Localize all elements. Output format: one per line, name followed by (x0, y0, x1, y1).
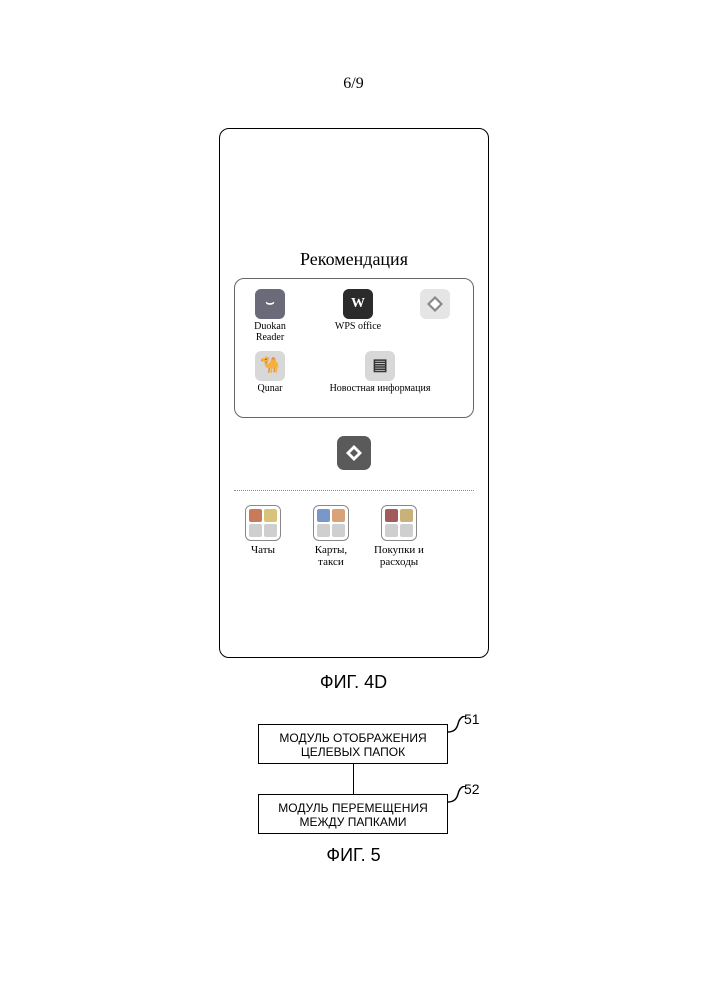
connector-line (353, 764, 354, 794)
page-number: 6/9 (0, 75, 707, 93)
mini-app-icon (332, 524, 345, 537)
app-wps[interactable]: W WPS office (323, 289, 393, 332)
mini-app-icon (264, 509, 277, 522)
folder-icon (245, 505, 281, 541)
block52-text: МОДУЛЬ ПЕРЕМЕЩЕНИЯ МЕЖДУ ПАПКАМИ (278, 801, 427, 829)
duokan-label: Duokan Reader (247, 321, 293, 343)
folder-0[interactable]: Чаты (234, 505, 292, 568)
mini-app-icon (385, 509, 398, 522)
recommendation-box: ⌣ Duokan Reader W WPS office 🐪 Qunar ▤ Н… (234, 278, 474, 418)
figure-5-caption: ФИГ. 5 (0, 845, 707, 866)
dragging-app-icon[interactable] (337, 436, 371, 470)
block-display-module: МОДУЛЬ ОТОБРАЖЕНИЯ ЦЕЛЕВЫХ ПАПОК (258, 724, 448, 764)
folders-row: Чаты Карты, такси Покупки и расходы (234, 505, 474, 568)
duokan-icon: ⌣ (255, 289, 285, 319)
folder-label: Карты, такси (302, 544, 360, 568)
app-news[interactable]: ▤ Новостная информация (305, 351, 455, 394)
block-move-module: МОДУЛЬ ПЕРЕМЕЩЕНИЯ МЕЖДУ ПАПКАМИ (258, 794, 448, 834)
diamond-icon (425, 294, 445, 314)
folder-label: Чаты (234, 544, 292, 556)
duokan-glyph: ⌣ (265, 296, 274, 311)
folder-2[interactable]: Покупки и расходы (370, 505, 428, 568)
mini-app-icon (317, 524, 330, 537)
blank-icon (420, 289, 450, 319)
folder-label: Покупки и расходы (370, 544, 428, 568)
mini-app-icon (385, 524, 398, 537)
app-blank[interactable] (415, 289, 455, 321)
app-qunar[interactable]: 🐪 Qunar (247, 351, 293, 394)
diamond-icon (344, 443, 364, 463)
news-icon: ▤ (365, 351, 395, 381)
wps-label: WPS office (323, 321, 393, 332)
mini-app-icon (400, 524, 413, 537)
qunar-label: Qunar (247, 383, 293, 394)
folder-1[interactable]: Карты, такси (302, 505, 360, 568)
mini-app-icon (249, 524, 262, 537)
wps-icon: W (343, 289, 373, 319)
phone-frame: Рекомендация ⌣ Duokan Reader W WPS offic… (219, 128, 489, 658)
news-glyph: ▤ (372, 357, 387, 375)
folder-icon (313, 505, 349, 541)
ref-51: 51 (464, 711, 480, 727)
ref-52: 52 (464, 781, 480, 797)
mini-app-icon (249, 509, 262, 522)
folder-icon (381, 505, 417, 541)
mini-app-icon (317, 509, 330, 522)
mini-app-icon (400, 509, 413, 522)
figure-4d-caption: ФИГ. 4D (0, 672, 707, 693)
recommendation-title: Рекомендация (220, 249, 488, 270)
wps-glyph: W (351, 296, 365, 311)
qunar-glyph: 🐪 (260, 357, 280, 375)
app-duokan[interactable]: ⌣ Duokan Reader (247, 289, 293, 343)
qunar-icon: 🐪 (255, 351, 285, 381)
block51-text: МОДУЛЬ ОТОБРАЖЕНИЯ ЦЕЛЕВЫХ ПАПОК (279, 731, 426, 759)
news-label: Новостная информация (305, 383, 455, 394)
mini-app-icon (264, 524, 277, 537)
mini-app-icon (332, 509, 345, 522)
divider-line (234, 490, 474, 491)
